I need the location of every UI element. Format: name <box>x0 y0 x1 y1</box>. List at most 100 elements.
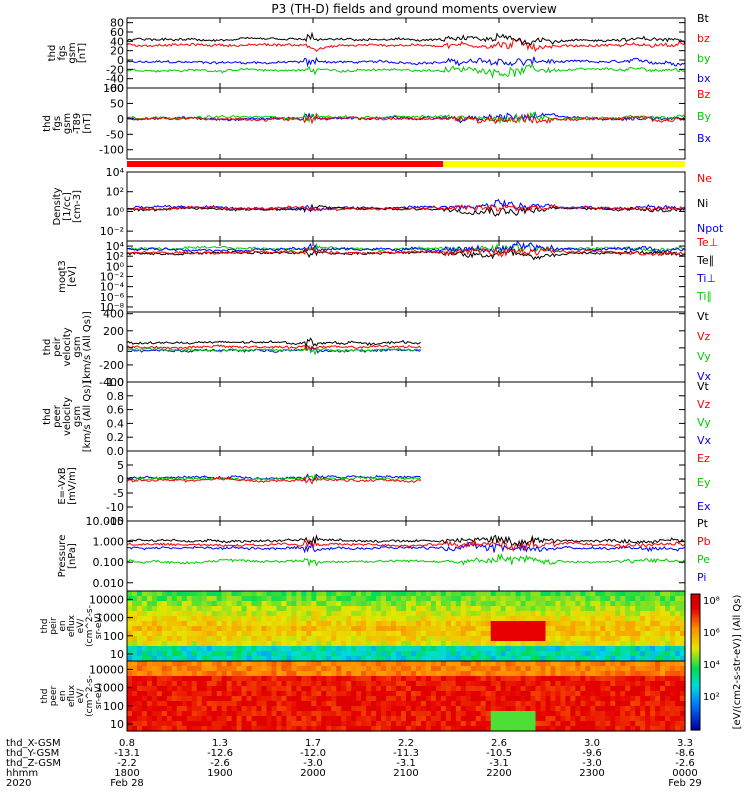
colorbar-segment <box>691 671 700 674</box>
spectrogram-cell <box>465 666 472 672</box>
spectrogram-cell <box>565 671 572 677</box>
spectrogram-cell <box>505 656 512 662</box>
spectrogram-cell <box>580 661 586 667</box>
spectrogram-cell <box>635 591 641 597</box>
spectrogram-cell <box>560 711 567 717</box>
spectrogram-cell <box>500 706 507 712</box>
spectrogram-cell <box>535 671 542 677</box>
spectrogram-cell <box>391 656 397 662</box>
spectrogram-cell <box>316 676 322 682</box>
spectrogram-cell <box>306 686 312 692</box>
spectrogram-cell <box>391 621 397 627</box>
x-tick-label: -11.3 <box>393 748 419 759</box>
spectrogram-cell <box>271 701 278 707</box>
spectrogram-cell <box>610 631 616 637</box>
spectrogram-cell <box>590 656 596 662</box>
spectrogram-cell <box>127 626 133 632</box>
spectrogram-cell <box>525 711 532 717</box>
series-line-bz <box>127 38 685 53</box>
spectrogram-cell <box>391 641 397 647</box>
spectrogram-cell <box>670 646 676 652</box>
spectrogram-cell <box>341 716 347 722</box>
spectrogram-cell <box>515 676 522 682</box>
spectrogram-cell <box>455 601 462 607</box>
spectrogram-cell <box>460 601 467 607</box>
spectrogram-cell <box>535 601 542 607</box>
spectrogram-cell <box>186 596 193 602</box>
spectrogram-cell <box>485 606 492 612</box>
spectrogram-cell <box>485 721 492 727</box>
spectrogram-cell <box>296 646 302 652</box>
spectrogram-cell <box>336 701 342 707</box>
spectrogram-cell <box>500 701 507 707</box>
spectrogram-cell <box>231 716 238 722</box>
spectrogram-cell <box>630 701 636 707</box>
colorbar-segment <box>691 664 700 668</box>
spectrogram-cell <box>410 666 417 672</box>
spectrogram-cell <box>590 721 596 727</box>
spectrogram-cell <box>675 621 681 627</box>
spectrogram-cell <box>555 681 562 687</box>
spectrogram-cell <box>675 661 681 667</box>
spectrogram-cell <box>665 651 671 657</box>
spectrogram-cell <box>445 616 452 622</box>
spectrogram-cell <box>346 616 352 622</box>
spectrogram-cell <box>640 596 646 602</box>
spectrogram-cell <box>351 661 357 667</box>
spectrogram-cell <box>460 676 467 682</box>
spectrogram-cell <box>356 611 362 617</box>
colorbar-segment <box>691 693 700 697</box>
spectrogram-cell <box>196 691 203 697</box>
spectrogram-cell <box>570 626 576 632</box>
spectrogram-cell <box>490 646 497 652</box>
spectrogram-cell <box>181 706 188 712</box>
spectrogram-cell <box>420 721 427 727</box>
x-tick-label: 3.3 <box>677 738 693 749</box>
spectrogram-cell <box>401 626 407 632</box>
spectrogram-cell <box>650 611 656 617</box>
spectrogram-cell <box>650 721 656 727</box>
spectrogram-cell <box>620 721 626 727</box>
y-axis-label: en <box>58 690 68 701</box>
spectrogram-cell <box>201 701 208 707</box>
spectrogram-cell <box>161 611 168 617</box>
spectrogram-cell <box>530 661 537 667</box>
spectrogram-cell <box>281 656 288 662</box>
spectrogram-cell <box>211 676 218 682</box>
spectrogram-cell <box>381 626 387 632</box>
spectrogram-cell <box>470 651 477 657</box>
spectrogram-cell <box>191 601 198 607</box>
spectrogram-cell <box>640 601 646 607</box>
spectrogram-cell <box>625 721 631 727</box>
spectrogram-cell <box>251 646 258 652</box>
spectrogram-cell <box>351 606 357 612</box>
spectrogram-cell <box>136 716 143 722</box>
spectrogram-cell <box>475 681 482 687</box>
spectrogram-cell <box>465 671 472 677</box>
spectrogram-cell <box>146 646 153 652</box>
spectrogram-cell <box>176 696 183 702</box>
spectrogram-cell <box>261 681 268 687</box>
spectrogram-cell <box>221 721 228 727</box>
spectrogram-cell <box>440 676 447 682</box>
spectrogram-cell <box>241 696 248 702</box>
spectrogram-cell <box>575 661 581 667</box>
spectrogram-cell <box>281 631 288 637</box>
spectrogram-cell <box>371 631 377 637</box>
series-line-Ez <box>127 475 421 485</box>
spectrogram-cell <box>535 626 542 632</box>
spectrogram-cell <box>565 626 572 632</box>
spectrogram-cell <box>361 721 367 727</box>
spectrogram-cell <box>196 641 203 647</box>
spectrogram-cell <box>401 681 407 687</box>
spectrogram-cell <box>535 701 542 707</box>
spectrogram-cell <box>206 641 213 647</box>
spectrogram-cell <box>306 661 312 667</box>
spectrogram-cell <box>665 701 671 707</box>
spectrogram-cell <box>505 696 512 702</box>
spectrogram-cell <box>231 626 238 632</box>
spectrogram-cell <box>196 681 203 687</box>
spectrogram-cell <box>326 646 332 652</box>
spectrogram-cell <box>231 616 238 622</box>
spectrogram-cell <box>161 691 168 697</box>
